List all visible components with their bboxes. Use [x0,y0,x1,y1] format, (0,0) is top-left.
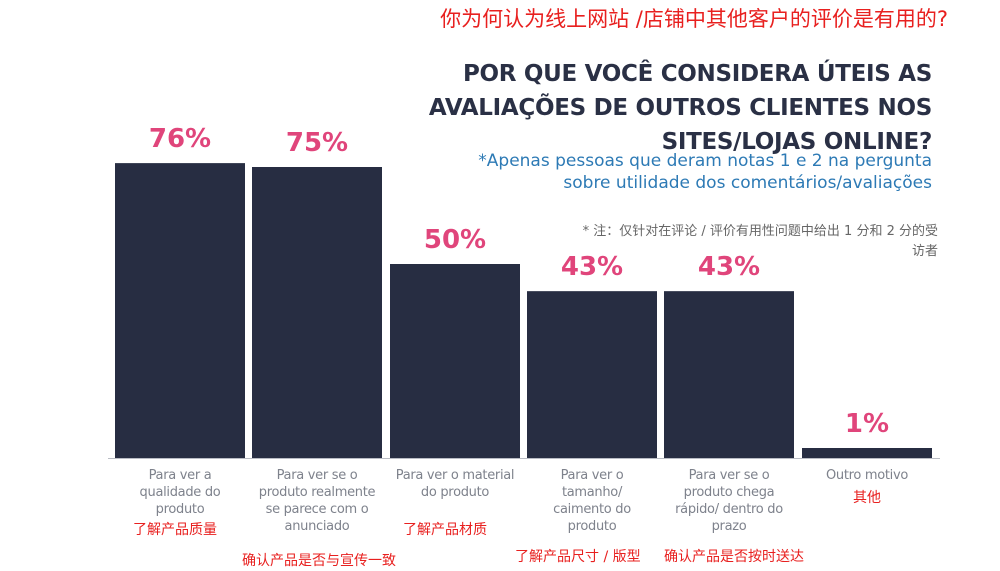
category-label-cn-2: 确认产品是否与宣传一致 [242,553,396,569]
chinese-note: * 注：仅针对在评论 / 评价有用性问题中给出 1 分和 2 分的受访者 [582,224,938,259]
category-label-cn-6: 其他 [853,490,881,506]
bar-1 [115,163,245,458]
chart-subtitle: *Apenas pessoas que deram notas 1 e 2 na… [478,151,932,193]
bar-2 [252,167,382,458]
bar-3 [390,264,520,458]
bar-4 [527,291,657,458]
value-label-5: 43% [698,252,760,282]
category-label-cn-4: 了解产品尺寸 / 版型 [515,549,641,565]
bar-5 [664,291,794,458]
category-label-cn-1: 了解产品质量 [133,522,217,538]
category-label-6: Outro motivo [825,468,909,483]
category-label-2: Para ver se o produto realmente se parec… [258,468,376,534]
chinese-title: 你为何认为线上网站 /店铺中其他客户的评价是有用的? [440,7,948,31]
category-label-1: Para ver a qualidade do produto [139,468,221,517]
category-label-5: Para ver se o produto chega rápido/ dent… [675,468,783,534]
value-label-2: 75% [286,128,348,158]
value-label-4: 43% [561,252,623,282]
value-label-6: 1% [845,409,889,439]
category-label-cn-3: 了解产品材质 [403,522,487,538]
category-label-4: Para ver o tamanho/ caimento do produto [553,468,631,534]
value-label-3: 50% [424,225,486,255]
chart-title: POR QUE VOCÊ CONSIDERA ÚTEIS AS AVALIAÇÕ… [428,61,932,155]
category-label-3: Para ver o material do produto [395,468,515,500]
value-label-1: 76% [149,124,211,154]
category-label-cn-5: 确认产品是否按时送达 [664,549,804,565]
bar-6 [802,448,932,458]
